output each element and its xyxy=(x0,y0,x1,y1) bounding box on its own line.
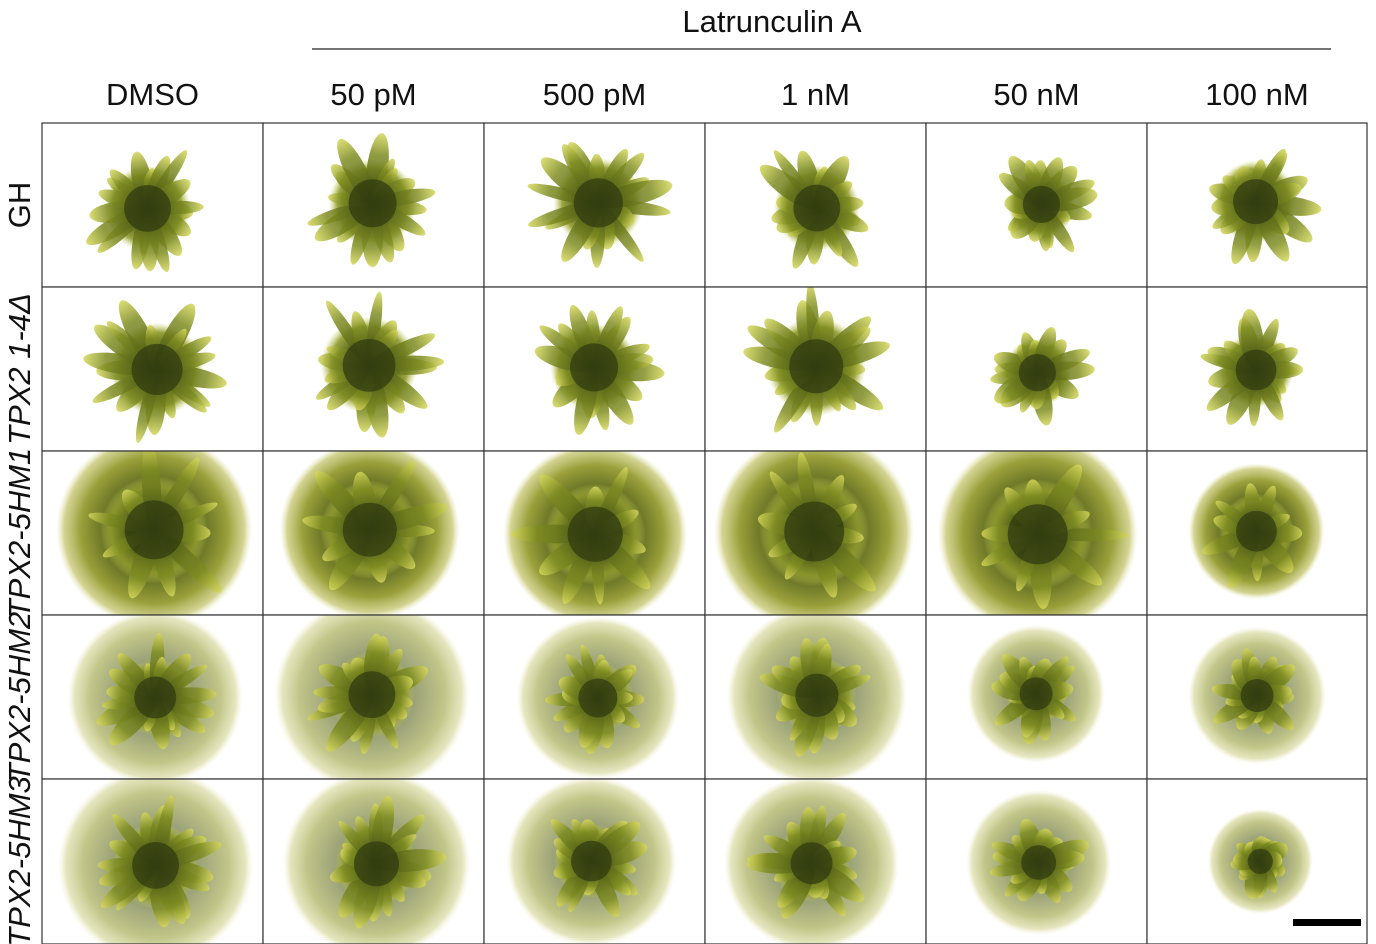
moss-center xyxy=(1236,350,1277,391)
moss-center xyxy=(349,179,397,227)
column-label: 100 nM xyxy=(1205,77,1308,112)
moss-center xyxy=(354,841,399,886)
moss-cell xyxy=(263,597,484,792)
moss-cell xyxy=(42,287,263,451)
moss-cell xyxy=(263,770,484,944)
page: Latrunculin A DMSO 50 pM 500 pM 1 nM 50 nM 10… xyxy=(0,0,1376,944)
moss-center xyxy=(1241,679,1274,712)
moss-cell xyxy=(484,615,705,779)
moss-center xyxy=(1019,354,1056,391)
moss-center xyxy=(568,507,623,562)
moss-center xyxy=(1023,186,1060,223)
moss-center xyxy=(784,502,844,562)
moss-cell xyxy=(926,779,1147,944)
moss-cell xyxy=(484,123,705,287)
moss-cell xyxy=(1147,451,1367,615)
moss-cell xyxy=(705,432,926,632)
row-label: TPX2 1-4Δ xyxy=(2,293,37,445)
moss-center xyxy=(570,343,618,391)
moss-center xyxy=(1020,677,1053,710)
moss-center xyxy=(1248,849,1273,874)
moss-center xyxy=(343,339,396,392)
moss-center xyxy=(793,185,840,232)
moss-center xyxy=(571,841,612,882)
row-label: TPX2-5HM2 xyxy=(2,612,37,783)
moss-cell xyxy=(263,440,484,620)
moss-cell xyxy=(484,442,705,626)
moss-cell xyxy=(926,615,1147,779)
moss-center xyxy=(1236,511,1277,552)
moss-cell xyxy=(705,605,926,785)
moss-cell xyxy=(926,287,1147,451)
moss-center xyxy=(132,344,183,395)
moss-center xyxy=(1233,179,1278,224)
moss-cell xyxy=(705,123,926,287)
moss-center xyxy=(789,339,843,393)
scale-bar xyxy=(1293,919,1361,926)
column-label: 500 pM xyxy=(543,77,646,112)
moss-cell xyxy=(484,776,705,944)
moss-cell xyxy=(42,123,263,287)
moss-center xyxy=(1021,845,1056,880)
moss-center xyxy=(1008,504,1068,564)
moss-cell xyxy=(926,434,1147,634)
moss-center xyxy=(132,842,179,889)
moss-center xyxy=(791,842,833,884)
row-label: TPX2-5HM3 xyxy=(2,776,37,944)
moss-center xyxy=(574,178,623,227)
moss-cell xyxy=(705,776,926,944)
moss-center xyxy=(578,678,617,717)
column-label: 50 nM xyxy=(993,77,1079,112)
column-label: 50 pM xyxy=(330,77,416,112)
image-grid xyxy=(42,123,1367,944)
moss-cell xyxy=(42,610,263,785)
column-label: DMSO xyxy=(106,77,199,112)
moss-center xyxy=(343,503,397,557)
moss-cell xyxy=(42,432,263,628)
moss-cell xyxy=(484,287,705,451)
moss-cell xyxy=(1147,615,1367,779)
row-label: GH xyxy=(2,182,37,229)
moss-center xyxy=(349,671,396,718)
moss-cell xyxy=(263,287,484,451)
moss-center xyxy=(795,674,838,717)
row-label: TPX2-5HM1 xyxy=(2,448,37,619)
moss-center xyxy=(134,676,176,718)
column-label: 1 nM xyxy=(781,77,850,112)
moss-cell xyxy=(1147,123,1367,287)
moss-cell xyxy=(705,282,926,451)
moss-cell xyxy=(42,768,263,944)
moss-center xyxy=(124,185,171,232)
figure: Latrunculin A DMSO 50 pM 500 pM 1 nM 50 nM 10… xyxy=(0,0,1376,944)
moss-cell xyxy=(263,123,484,287)
moss-center xyxy=(125,500,184,559)
moss-cell xyxy=(926,123,1147,287)
treatment-title: Latrunculin A xyxy=(682,4,862,39)
moss-cell xyxy=(1147,287,1367,451)
